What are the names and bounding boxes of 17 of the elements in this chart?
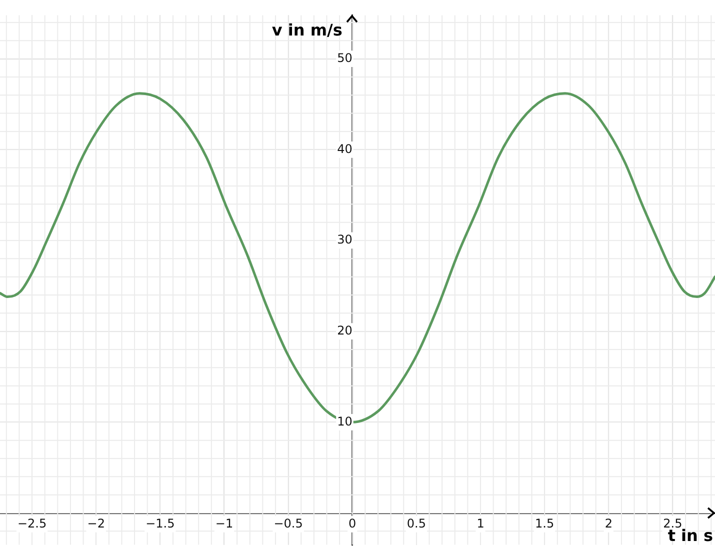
y-tick-label: 20 (337, 323, 352, 338)
x-tick-label: 1.5 (535, 516, 554, 530)
x-tick-label: −2 (87, 516, 105, 530)
x-tick-label: 0 (348, 516, 356, 530)
x-tick-label: −0.5 (274, 516, 303, 530)
y-tick-label: 10 (337, 414, 352, 428)
y-tick-label: 30 (337, 232, 352, 247)
x-tick-label: −1 (215, 516, 234, 530)
x-tick-label: 2.5 (663, 516, 682, 530)
x-tick-label: −1.5 (146, 516, 175, 530)
x-tick-label: −2.5 (17, 516, 47, 530)
x-tick-label: 2 (604, 516, 612, 530)
y-tick-label: 40 (337, 142, 352, 156)
y-axis-title: v in m/s (272, 20, 342, 40)
y-tick-label: 50 (337, 50, 352, 65)
x-tick-label: 1 (476, 516, 484, 530)
x-tick-label: 0.5 (406, 516, 426, 530)
